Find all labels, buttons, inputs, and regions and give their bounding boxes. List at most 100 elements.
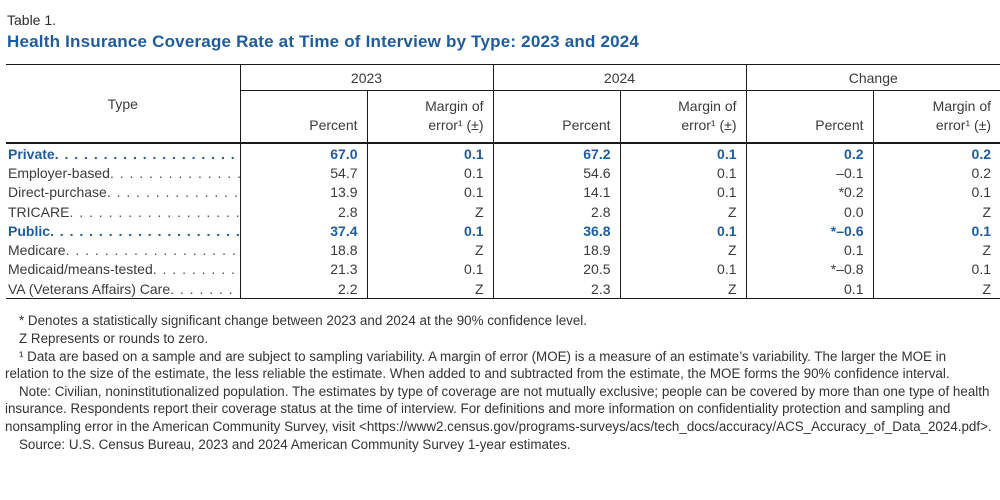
cell-2024-moe: 0.1: [619, 143, 746, 164]
row-label-cell: Public: [6, 221, 240, 240]
table-row-va-care: VA (Veterans Affairs) Care 2.2 Z 2.3 Z 0…: [6, 279, 1000, 299]
dot-leader: [153, 261, 240, 277]
column-group-change: Change: [745, 64, 1000, 91]
cell-2023-percent: 37.4: [239, 221, 367, 241]
cell-2023-percent: 54.7: [239, 163, 367, 183]
cell-2024-percent: 2.8: [492, 201, 620, 222]
cell-2023-moe: 0.1: [366, 163, 493, 183]
cell-change-percent: 0.1: [745, 240, 873, 260]
row-label-cell: Private: [6, 143, 240, 163]
row-label: Public: [8, 222, 51, 239]
table-row-employer-based: Employer-based 54.7 0.1 54.6 0.1 –0.1 0.…: [6, 163, 1000, 183]
moe-line1: Margin of: [425, 98, 484, 115]
column-header-change-percent: Percent: [745, 90, 873, 143]
dot-leader: [110, 165, 240, 181]
footnotes: * Denotes a statistically significant ch…: [5, 312, 992, 453]
cell-2023-percent: 18.8: [239, 240, 367, 260]
cell-2024-percent: 20.5: [492, 259, 620, 280]
cell-2024-percent: 67.2: [492, 143, 620, 164]
cell-change-moe: 0.1: [872, 221, 1000, 241]
moe-line2: error¹ (±): [428, 117, 484, 134]
coverage-table: Type 2023 2024 Change Percent Margin of e…: [6, 64, 1000, 299]
cell-2024-percent: 18.9: [492, 240, 620, 260]
dot-leader: [107, 184, 240, 200]
table-row-public: Public 37.4 0.1 36.8 0.1 *–0.6 0.1: [6, 221, 1000, 241]
dot-leader: [50, 223, 239, 239]
cell-change-moe: 0.1: [872, 259, 1000, 280]
cell-2024-moe: 0.1: [619, 163, 746, 183]
cell-2023-percent: 13.9: [239, 182, 367, 202]
row-label-cell: Medicare: [6, 240, 240, 259]
table-row-medicare: Medicare 18.8 Z 18.9 Z 0.1 Z: [6, 240, 1000, 260]
cell-change-percent: 0.1: [745, 279, 873, 299]
cell-change-moe: Z: [872, 279, 1000, 299]
footnote-note: Note: Civilian, noninstitutionalized pop…: [5, 383, 992, 434]
table-row-medicaid: Medicaid/means-tested 21.3 0.1 20.5 0.1 …: [6, 259, 1000, 280]
row-label: Medicaid/means-tested: [8, 261, 153, 278]
cell-change-moe: 0.1: [872, 182, 1000, 202]
column-group-2023: 2023: [239, 64, 493, 91]
column-header-2023-moe: Margin of error¹ (±): [366, 90, 493, 143]
cell-2024-moe: 0.1: [619, 182, 746, 202]
footnote-source: Source: U.S. Census Bureau, 2023 and 202…: [19, 436, 571, 452]
cell-change-moe: 0.2: [872, 163, 1000, 183]
column-header-change-moe: Margin of error¹ (±): [872, 90, 1000, 143]
row-label-cell: TRICARE: [6, 202, 240, 221]
cell-2024-percent: 54.6: [492, 163, 620, 183]
column-header-2023-percent: Percent: [239, 90, 367, 143]
row-label: TRICARE: [8, 203, 70, 220]
moe-line1: Margin of: [932, 98, 992, 115]
cell-2024-percent: 36.8: [492, 221, 620, 241]
table-row-tricare: TRICARE 2.8 Z 2.8 Z 0.0 Z: [6, 201, 1000, 222]
dot-leader: [66, 242, 240, 258]
row-label: Direct-purchase: [8, 184, 107, 201]
cell-change-percent: –0.1: [745, 163, 873, 183]
cell-change-percent: *–0.8: [745, 259, 873, 280]
footnote-significance: * Denotes a statistically significant ch…: [19, 313, 587, 329]
cell-2024-moe: 0.1: [619, 259, 746, 280]
footnote-moe: ¹ Data are based on a sample and are sub…: [5, 348, 950, 382]
cell-change-percent: *0.2: [745, 182, 873, 202]
row-label: Private: [8, 145, 55, 162]
cell-2023-percent: 2.2: [239, 279, 367, 299]
dot-leader: [170, 281, 239, 297]
moe-line2: error¹ (±): [935, 117, 992, 134]
row-label: Medicare: [8, 242, 66, 259]
moe-line1: Margin of: [678, 98, 737, 115]
cell-2023-moe: 0.1: [366, 259, 493, 280]
column-group-2024: 2024: [492, 64, 746, 91]
cell-change-percent: 0.2: [745, 143, 873, 164]
footnote-z: Z Represents or rounds to zero.: [19, 330, 209, 346]
cell-2023-percent: 2.8: [239, 201, 367, 222]
cell-2023-moe: Z: [366, 240, 493, 260]
cell-2024-percent: 2.3: [492, 279, 620, 299]
cell-2023-moe: Z: [366, 279, 493, 299]
cell-change-percent: 0.0: [745, 201, 873, 222]
column-header-2024-percent: Percent: [492, 90, 620, 143]
table-row-direct-purchase: Direct-purchase 13.9 0.1 14.1 0.1 *0.2 0…: [6, 182, 1000, 202]
cell-2023-moe: 0.1: [366, 221, 493, 241]
dot-leader: [55, 146, 240, 162]
cell-change-moe: Z: [872, 201, 1000, 222]
cell-2023-moe: Z: [366, 201, 493, 222]
column-header-type: Type: [107, 95, 138, 112]
cell-change-moe: 0.2: [872, 143, 1000, 164]
cell-change-moe: Z: [872, 240, 1000, 260]
row-label: Employer-based: [8, 164, 110, 181]
cell-change-percent: *–0.6: [745, 221, 873, 241]
dot-leader: [69, 204, 239, 220]
table-label: Table 1.: [7, 12, 57, 28]
cell-2024-percent: 14.1: [492, 182, 620, 202]
row-label-cell: Employer-based: [6, 163, 240, 182]
row-label: VA (Veterans Affairs) Care: [8, 280, 171, 297]
row-label-cell: Direct-purchase: [6, 183, 240, 202]
table-header: Type 2023 2024 Change Percent Margin of e…: [6, 64, 1000, 143]
cell-2024-moe: Z: [619, 201, 746, 222]
column-header-2024-moe: Margin of error¹ (±): [619, 90, 746, 143]
cell-2023-percent: 21.3: [239, 259, 367, 280]
cell-2024-moe: 0.1: [619, 221, 746, 241]
cell-2023-percent: 67.0: [239, 143, 367, 164]
page-title: Health Insurance Coverage Rate at Time o…: [7, 32, 640, 51]
row-label-cell: Medicaid/means-tested: [6, 260, 240, 279]
page: Table 1. Health Insurance Coverage Rate …: [0, 0, 1000, 453]
